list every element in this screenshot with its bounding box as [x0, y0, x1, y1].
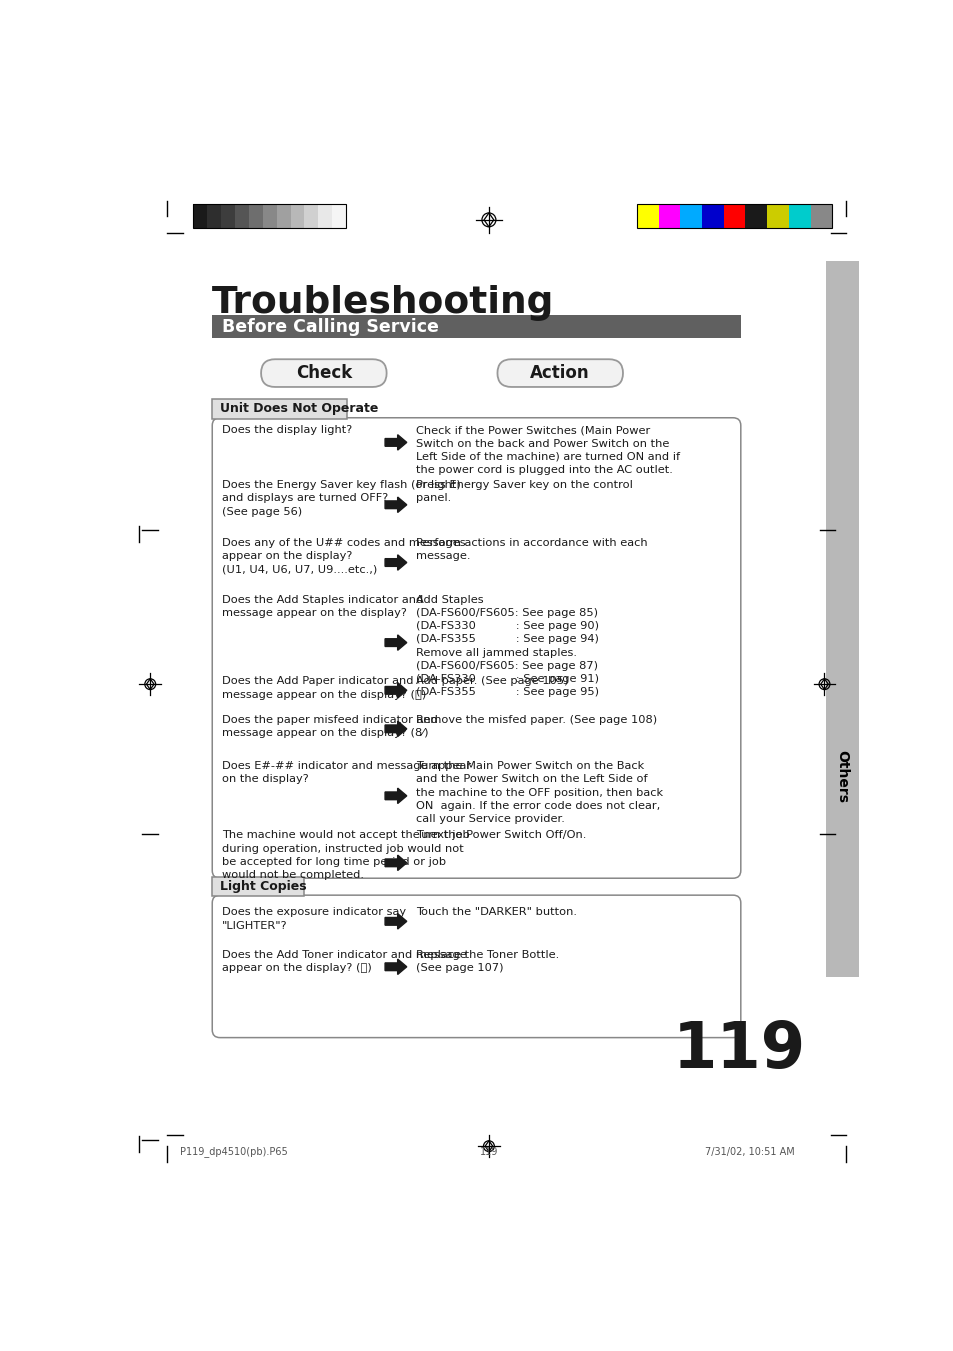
Bar — [276, 204, 291, 227]
Bar — [234, 204, 249, 227]
Text: Others: Others — [835, 750, 848, 802]
Text: Replace the Toner Bottle.
(See page 107): Replace the Toner Bottle. (See page 107) — [416, 950, 558, 973]
Bar — [318, 204, 332, 227]
Bar — [701, 204, 723, 227]
Text: Check if the Power Switches (Main Power
Switch on the back and Power Switch on t: Check if the Power Switches (Main Power … — [416, 426, 679, 476]
Bar — [262, 204, 276, 227]
Bar — [332, 204, 346, 227]
Text: Action: Action — [530, 365, 589, 382]
Text: P119_dp4510(pb).P65: P119_dp4510(pb).P65 — [179, 1146, 287, 1156]
Bar — [212, 877, 303, 896]
Text: Add paper. (See page 105): Add paper. (See page 105) — [416, 677, 568, 686]
Bar — [637, 204, 831, 227]
Text: Turn the Main Power Switch on the Back
and the Power Switch on the Left Side of
: Turn the Main Power Switch on the Back a… — [416, 761, 662, 824]
Text: Does any of the U## codes and messages
appear on the display?
(U1, U4, U6, U7, U: Does any of the U## codes and messages a… — [222, 538, 465, 574]
Polygon shape — [385, 635, 406, 650]
Text: Does the Add Paper indicator and
message appear on the display? (Ⓖ): Does the Add Paper indicator and message… — [222, 677, 426, 700]
Text: Does the Energy Saver key flash (or light)
and displays are turned OFF?
(See pag: Does the Energy Saver key flash (or ligh… — [222, 480, 460, 516]
Text: Does the paper misfeed indicator and
message appear on the display? (8⁄): Does the paper misfeed indicator and mes… — [222, 715, 437, 738]
Text: Does the Add Staples indicator and
message appear on the display?: Does the Add Staples indicator and messa… — [222, 594, 423, 617]
Text: Turn the Power Switch Off/On.: Turn the Power Switch Off/On. — [416, 831, 586, 840]
Bar — [825, 261, 858, 977]
Bar — [723, 204, 744, 227]
Polygon shape — [385, 682, 406, 698]
Text: Touch the "DARKER" button.: Touch the "DARKER" button. — [416, 908, 577, 917]
Text: Does E#-## indicator and message appear
on the display?: Does E#-## indicator and message appear … — [222, 761, 471, 785]
Text: Press Energy Saver key on the control
panel.: Press Energy Saver key on the control pa… — [416, 480, 632, 504]
FancyBboxPatch shape — [212, 896, 740, 1038]
Bar — [304, 204, 318, 227]
Bar — [249, 204, 262, 227]
Bar — [193, 204, 346, 227]
Bar — [637, 204, 658, 227]
Text: 119: 119 — [479, 1147, 497, 1156]
Polygon shape — [385, 913, 406, 929]
Text: Does the Add Toner indicator and message
appear on the display? (Ⓣ): Does the Add Toner indicator and message… — [222, 950, 467, 973]
Polygon shape — [385, 497, 406, 512]
Bar — [766, 204, 788, 227]
Bar — [220, 204, 234, 227]
Bar — [788, 204, 810, 227]
Text: Perform actions in accordance with each
message.: Perform actions in accordance with each … — [416, 538, 647, 561]
Bar — [207, 204, 220, 227]
Text: 119: 119 — [672, 1019, 805, 1081]
Bar — [744, 204, 766, 227]
Bar — [679, 204, 701, 227]
Text: Before Calling Service: Before Calling Service — [221, 317, 438, 335]
Polygon shape — [385, 855, 406, 870]
Text: 7/31/02, 10:51 AM: 7/31/02, 10:51 AM — [704, 1147, 794, 1156]
Polygon shape — [385, 788, 406, 804]
Polygon shape — [385, 721, 406, 736]
Polygon shape — [385, 555, 406, 570]
Bar — [212, 400, 347, 419]
Text: The machine would not accept the next job
during operation, instructed job would: The machine would not accept the next jo… — [222, 831, 470, 880]
Bar — [291, 204, 304, 227]
Text: Add Staples
(DA-FS600/FS605: See page 85)
(DA-FS330           : See page 90)
(DA: Add Staples (DA-FS600/FS605: See page 85… — [416, 594, 598, 697]
Bar — [658, 204, 679, 227]
Text: Check: Check — [295, 365, 352, 382]
Text: Does the exposure indicator say
"LIGHTER"?: Does the exposure indicator say "LIGHTER… — [222, 908, 406, 931]
Text: Troubleshooting: Troubleshooting — [212, 285, 554, 322]
Bar — [212, 315, 740, 339]
Bar — [810, 204, 831, 227]
FancyBboxPatch shape — [261, 359, 386, 386]
FancyBboxPatch shape — [212, 417, 740, 878]
Text: Does the display light?: Does the display light? — [222, 426, 353, 435]
Text: Light Copies: Light Copies — [220, 880, 306, 893]
Polygon shape — [385, 435, 406, 450]
FancyBboxPatch shape — [497, 359, 622, 386]
Polygon shape — [385, 959, 406, 974]
Text: Unit Does Not Operate: Unit Does Not Operate — [220, 403, 378, 415]
Text: Remove the misfed paper. (See page 108): Remove the misfed paper. (See page 108) — [416, 715, 657, 725]
Bar — [193, 204, 207, 227]
